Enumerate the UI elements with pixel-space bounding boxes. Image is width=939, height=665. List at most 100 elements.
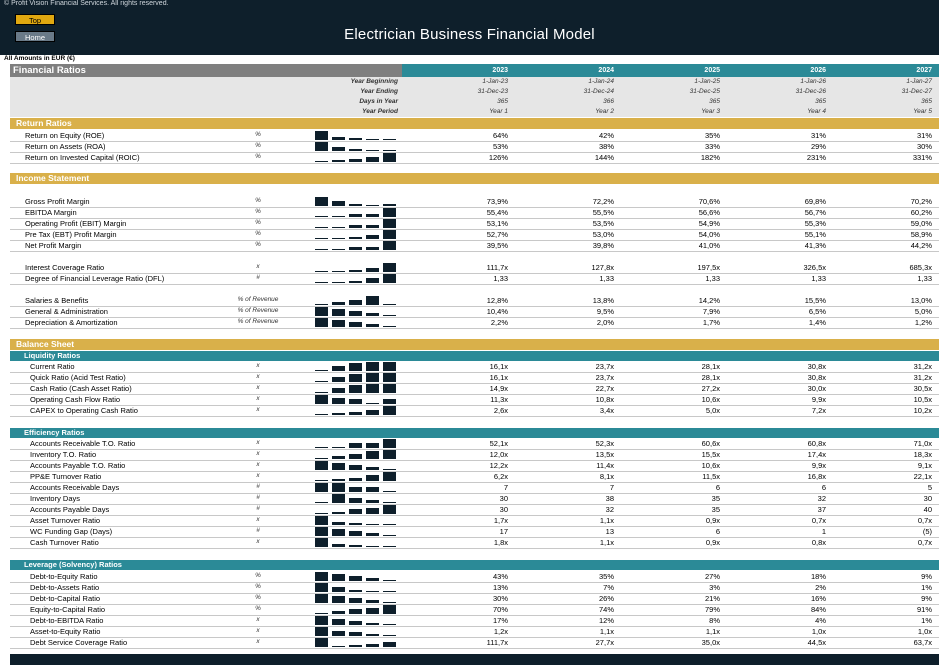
ratio-value: 35% [704, 131, 720, 140]
ratio-value: 13% [492, 583, 508, 592]
sparkline-bar [349, 159, 362, 162]
sparkline-bar [366, 313, 379, 316]
ratio-value: 26% [598, 594, 614, 603]
sparkline-bar [366, 608, 379, 614]
meta-value: Year 3 [701, 108, 720, 115]
sparkline-bar [383, 546, 396, 547]
ratio-value: 44,5x [807, 638, 826, 647]
trend-sparkline [315, 394, 405, 404]
ratio-unit: # [256, 274, 260, 281]
meta-value: Year 1 [489, 108, 508, 115]
ratio-label: Equity-to-Capital Ratio [30, 605, 106, 614]
trend-sparkline [315, 273, 405, 283]
sparkline-bar [349, 531, 362, 536]
ratio-value: 9,1x [917, 461, 932, 470]
ratio-value: 30 [499, 505, 508, 514]
sparkline-bar [383, 439, 396, 448]
sparkline-bar [383, 642, 396, 647]
trend-sparkline [315, 218, 405, 228]
ratio-label: Inventory T.O. Ratio [30, 450, 97, 459]
ratio-value: 70,6% [698, 197, 720, 206]
top-button[interactable]: Top [15, 14, 55, 25]
ratio-value: 1,8x [493, 538, 508, 547]
ratio-label: EBITDA Margin [25, 208, 77, 217]
sparkline-bar [332, 238, 345, 239]
ratio-value: 30,0x [807, 384, 826, 393]
ratio-value: 13 [605, 527, 614, 536]
ratio-value: 56,6% [698, 208, 720, 217]
sparkline-bar [366, 247, 379, 250]
ratio-value: 30,8x [807, 373, 826, 382]
sparkline-bar [366, 410, 379, 415]
sparkline-bar [349, 374, 362, 382]
sparkline-bar [366, 487, 379, 492]
sparkline-bar [366, 644, 379, 647]
ratio-unit: # [256, 494, 260, 501]
sparkline-bar [332, 271, 345, 272]
ratio-value: 1,7x [493, 516, 508, 525]
ratio-value: 31% [810, 131, 826, 140]
financial-ratios-title: Financial Ratios [10, 64, 402, 77]
ratio-value: 30% [492, 594, 508, 603]
sparkline-bar [315, 249, 328, 250]
currency-note: All Amounts in EUR (€) [4, 55, 75, 62]
sparkline-bar [383, 406, 396, 415]
ratio-unit: x [256, 263, 260, 270]
sparkline-bar [383, 535, 396, 536]
trend-sparkline [315, 317, 405, 327]
ratio-value: 0,7x [811, 516, 826, 525]
trend-sparkline [315, 207, 405, 217]
trend-sparkline [315, 130, 405, 140]
sparkline-bar [349, 487, 362, 492]
ratio-label: Salaries & Benefits [25, 296, 89, 305]
ratio-value: 14,9x [489, 384, 508, 393]
ratio-value: 11,5x [702, 472, 720, 481]
sparkline-bar [315, 613, 328, 614]
ratio-value: 16,8x [807, 472, 826, 481]
ratio-label: Debt-to-Equity Ratio [30, 572, 98, 581]
sparkline-bar [349, 412, 362, 415]
meta-label: Days in Year [359, 98, 398, 105]
ratio-value: 53,1% [486, 219, 508, 228]
trend-sparkline [315, 571, 405, 581]
ratio-value: 144% [594, 153, 614, 162]
row-divider [10, 273, 939, 274]
home-button[interactable]: Home [15, 31, 55, 42]
ratio-unit: x [256, 461, 260, 468]
row-divider [10, 471, 939, 472]
sparkline-bar [366, 546, 379, 547]
sparkline-bar [383, 326, 396, 327]
row-divider [10, 317, 939, 318]
ratio-value: 53% [492, 142, 508, 151]
ratio-value: 6 [715, 527, 720, 536]
row-divider [10, 449, 939, 450]
meta-value: 365 [497, 98, 508, 105]
sparkline-bar [315, 513, 328, 514]
ratio-value: 23,7x [595, 373, 614, 382]
sparkline-bar [383, 505, 396, 514]
row-divider [10, 548, 939, 549]
ratio-value: 53,5% [592, 219, 614, 228]
ratio-label: Accounts Payable Days [30, 505, 110, 514]
ratio-value: 8% [709, 616, 720, 625]
ratio-value: 60,2% [910, 208, 932, 217]
page-title: Electrician Business Financial Model [344, 26, 595, 43]
ratio-unit: % of Revenue [237, 296, 279, 303]
sparkline-bar [332, 646, 345, 647]
ratio-value: 27% [704, 572, 720, 581]
sparkline-bar [383, 602, 396, 603]
sparkline-bar [332, 494, 345, 503]
sparkline-bar [315, 572, 328, 581]
meta-value: 31-Dec-26 [795, 88, 826, 95]
row-divider [10, 526, 939, 527]
sparkline-bar [315, 161, 328, 162]
ratio-value: 13,8% [592, 296, 614, 305]
ratio-label: PP&E Turnover Ratio [30, 472, 102, 481]
ratio-value: 18,3x [913, 450, 932, 459]
ratio-value: 326,5x [803, 263, 826, 272]
meta-value: 31-Dec-27 [901, 88, 932, 95]
meta-value: 365 [815, 98, 826, 105]
row-divider [10, 141, 939, 142]
ratio-unit: x [256, 538, 260, 545]
sparkline-bar [315, 392, 328, 393]
